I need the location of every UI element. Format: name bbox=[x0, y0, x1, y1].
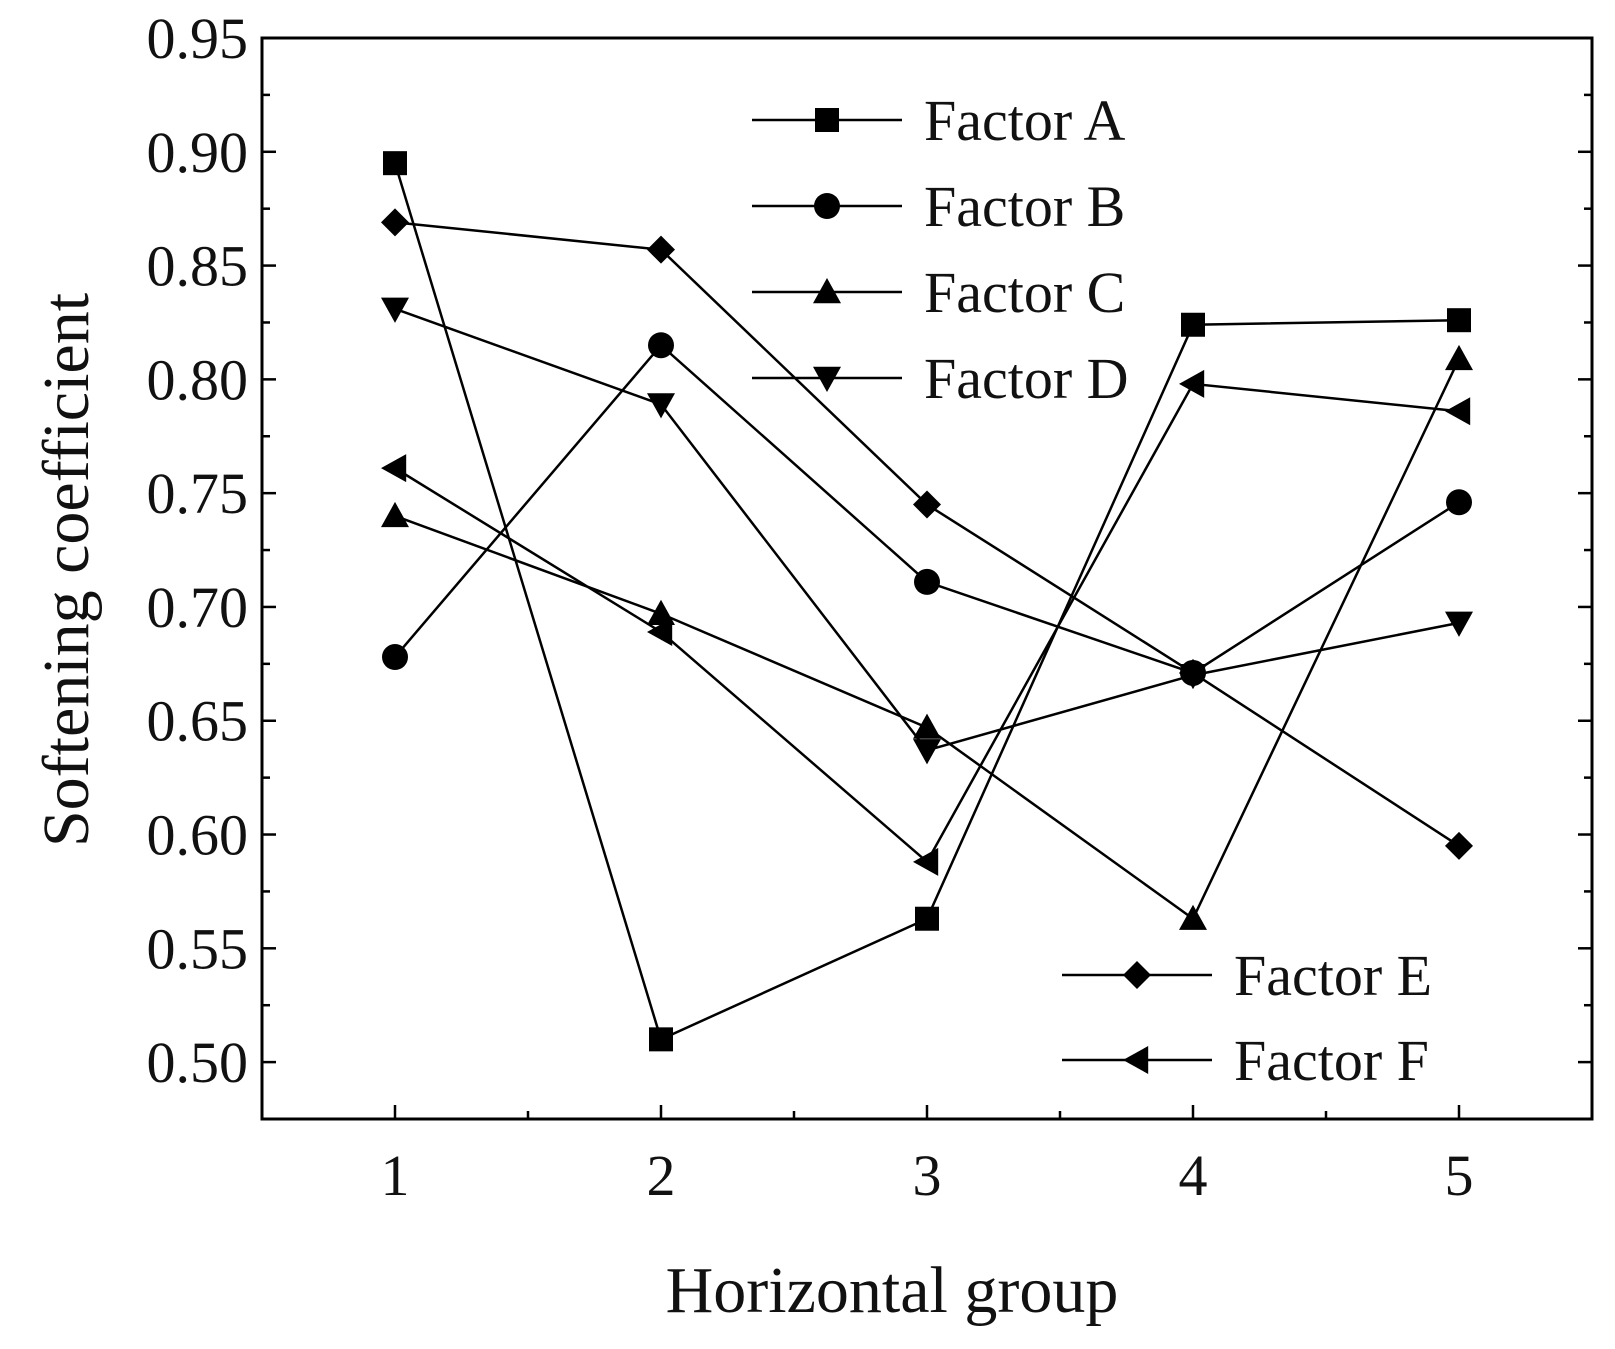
y-tick-label: 0.95 bbox=[147, 6, 249, 71]
legend-item-factor-b: Factor B bbox=[752, 174, 1125, 239]
data-point-factor-b bbox=[648, 332, 674, 359]
legend-marker-factor-b bbox=[814, 193, 840, 219]
y-tick-label: 0.75 bbox=[147, 461, 249, 526]
x-tick-label: 2 bbox=[647, 1143, 676, 1208]
legend-item-factor-e: Factor E bbox=[1062, 943, 1432, 1008]
legend-marker-factor-f bbox=[1123, 1046, 1149, 1074]
y-axis: 0.50 0.55 0.60 0.65 0.70 0.75 0.80 0.85 0.90 0.95 bbox=[147, 6, 1592, 1095]
data-point-factor-e bbox=[1179, 658, 1207, 687]
series-line-factor-f bbox=[394, 382, 1460, 864]
legend-marker-factor-e bbox=[1123, 961, 1151, 989]
legend-item-factor-c: Factor C bbox=[752, 260, 1125, 325]
data-point-factor-e bbox=[913, 490, 941, 519]
data-point-factor-d bbox=[647, 393, 675, 419]
x-tick-label: 4 bbox=[1179, 1143, 1208, 1208]
data-point-factor-f bbox=[1445, 397, 1471, 426]
data-point-factor-c bbox=[1445, 344, 1473, 371]
data-point-factor-a bbox=[649, 1027, 673, 1052]
data-point-factor-c bbox=[913, 713, 941, 739]
legend-label-factor-c: Factor C bbox=[924, 260, 1125, 325]
data-point-factor-a bbox=[1447, 308, 1471, 333]
legend-label-factor-b: Factor B bbox=[924, 174, 1125, 239]
data-point-factor-a bbox=[1181, 312, 1205, 337]
data-point-factor-b bbox=[1446, 489, 1472, 516]
legend-marker-factor-a bbox=[815, 108, 839, 132]
data-point-factor-e bbox=[381, 208, 409, 237]
data-point-factor-a bbox=[915, 906, 939, 931]
data-point-factor-e bbox=[1445, 831, 1473, 860]
data-point-factor-d bbox=[1445, 611, 1473, 637]
series-factor-f bbox=[381, 369, 1471, 876]
y-tick-label: 0.90 bbox=[147, 120, 249, 185]
data-point-factor-d bbox=[913, 739, 941, 765]
y-tick-label: 0.60 bbox=[147, 803, 249, 868]
y-tick-label: 0.70 bbox=[147, 575, 249, 640]
x-axis: 1 2 3 4 5 bbox=[381, 1105, 1474, 1208]
y-tick-label: 0.85 bbox=[147, 234, 249, 299]
series-layer bbox=[381, 151, 1473, 1052]
data-point-factor-b bbox=[914, 568, 940, 595]
data-point-factor-c bbox=[647, 599, 675, 625]
legend-item-factor-d: Factor D bbox=[752, 346, 1129, 411]
legend-marker-factor-d bbox=[813, 366, 841, 392]
data-point-factor-a bbox=[383, 151, 407, 176]
x-tick-label: 1 bbox=[381, 1143, 410, 1208]
x-tick-label: 3 bbox=[913, 1143, 942, 1208]
legend-item-factor-f: Factor F bbox=[1062, 1028, 1429, 1093]
data-point-factor-f bbox=[381, 454, 407, 483]
legend-label-factor-f: Factor F bbox=[1234, 1028, 1429, 1093]
y-tick-label: 0.80 bbox=[147, 347, 249, 412]
legend-label-factor-d: Factor D bbox=[924, 346, 1129, 411]
series-factor-a bbox=[383, 151, 1471, 1052]
data-point-factor-f bbox=[1179, 369, 1205, 398]
legend-label-factor-a: Factor A bbox=[924, 88, 1125, 153]
data-point-factor-e bbox=[647, 235, 675, 264]
series-factor-b bbox=[382, 332, 1472, 686]
series-factor-c bbox=[381, 344, 1473, 930]
data-point-factor-b bbox=[382, 644, 408, 671]
data-point-factor-c bbox=[1179, 904, 1207, 930]
y-tick-label: 0.55 bbox=[147, 916, 249, 981]
y-axis-title: Softening coefficient bbox=[30, 293, 103, 847]
data-point-factor-c bbox=[381, 501, 409, 528]
y-tick-label: 0.50 bbox=[147, 1030, 249, 1095]
x-tick-label: 5 bbox=[1445, 1143, 1474, 1208]
series-line-factor-c bbox=[394, 358, 1461, 921]
legend-marker-factor-c bbox=[813, 278, 841, 304]
x-axis-title: Horizontal group bbox=[666, 1254, 1119, 1327]
data-point-factor-f bbox=[647, 617, 673, 646]
series-factor-e bbox=[381, 208, 1473, 860]
legend-item-factor-a: Factor A bbox=[752, 88, 1125, 153]
legend-label-factor-e: Factor E bbox=[1234, 943, 1432, 1008]
y-tick-label: 0.65 bbox=[147, 689, 249, 754]
legend: Factor A Factor B Factor C Factor D Factor E… bbox=[752, 88, 1432, 1093]
data-point-factor-d bbox=[381, 297, 409, 323]
data-point-factor-f bbox=[913, 847, 939, 876]
